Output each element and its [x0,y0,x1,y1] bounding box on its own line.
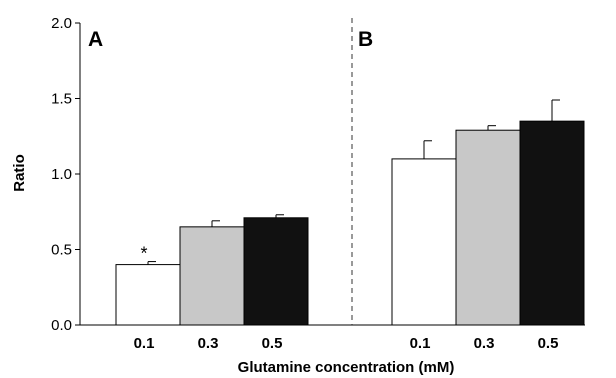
bars [115,99,585,326]
y-tick-label: 1.5 [51,91,72,108]
y-tick-label: 0.5 [51,242,72,259]
x-tick-label: 0.3 [198,335,219,352]
bar [243,217,309,326]
y-tick-label: 0.0 [51,317,72,334]
y-axis-title: Ratio [11,154,28,192]
bar [391,158,457,326]
x-tick-label: 0.3 [474,335,495,352]
panel-label: B [358,28,373,51]
significance-annotation: * [140,244,147,264]
panel-label: A [88,28,103,51]
x-axis-title: Glutamine concentration (mM) [238,359,455,376]
bar [455,129,521,326]
x-tick-label: 0.1 [410,335,431,352]
bar [519,120,585,326]
y-tick-label: 1.0 [51,166,72,183]
labels: 0.0 0.5 1.0 1.5 2.0 A 0.1 * 0.3 0.5 B 0.1 0.3 0.5 [51,15,558,352]
x-tick-label: 0.1 [134,335,155,352]
y-tick-label: 2.0 [51,15,72,32]
bar [115,264,181,326]
bar [179,226,245,326]
x-tick-label: 0.5 [262,335,283,352]
x-tick-label: 0.5 [538,335,559,352]
